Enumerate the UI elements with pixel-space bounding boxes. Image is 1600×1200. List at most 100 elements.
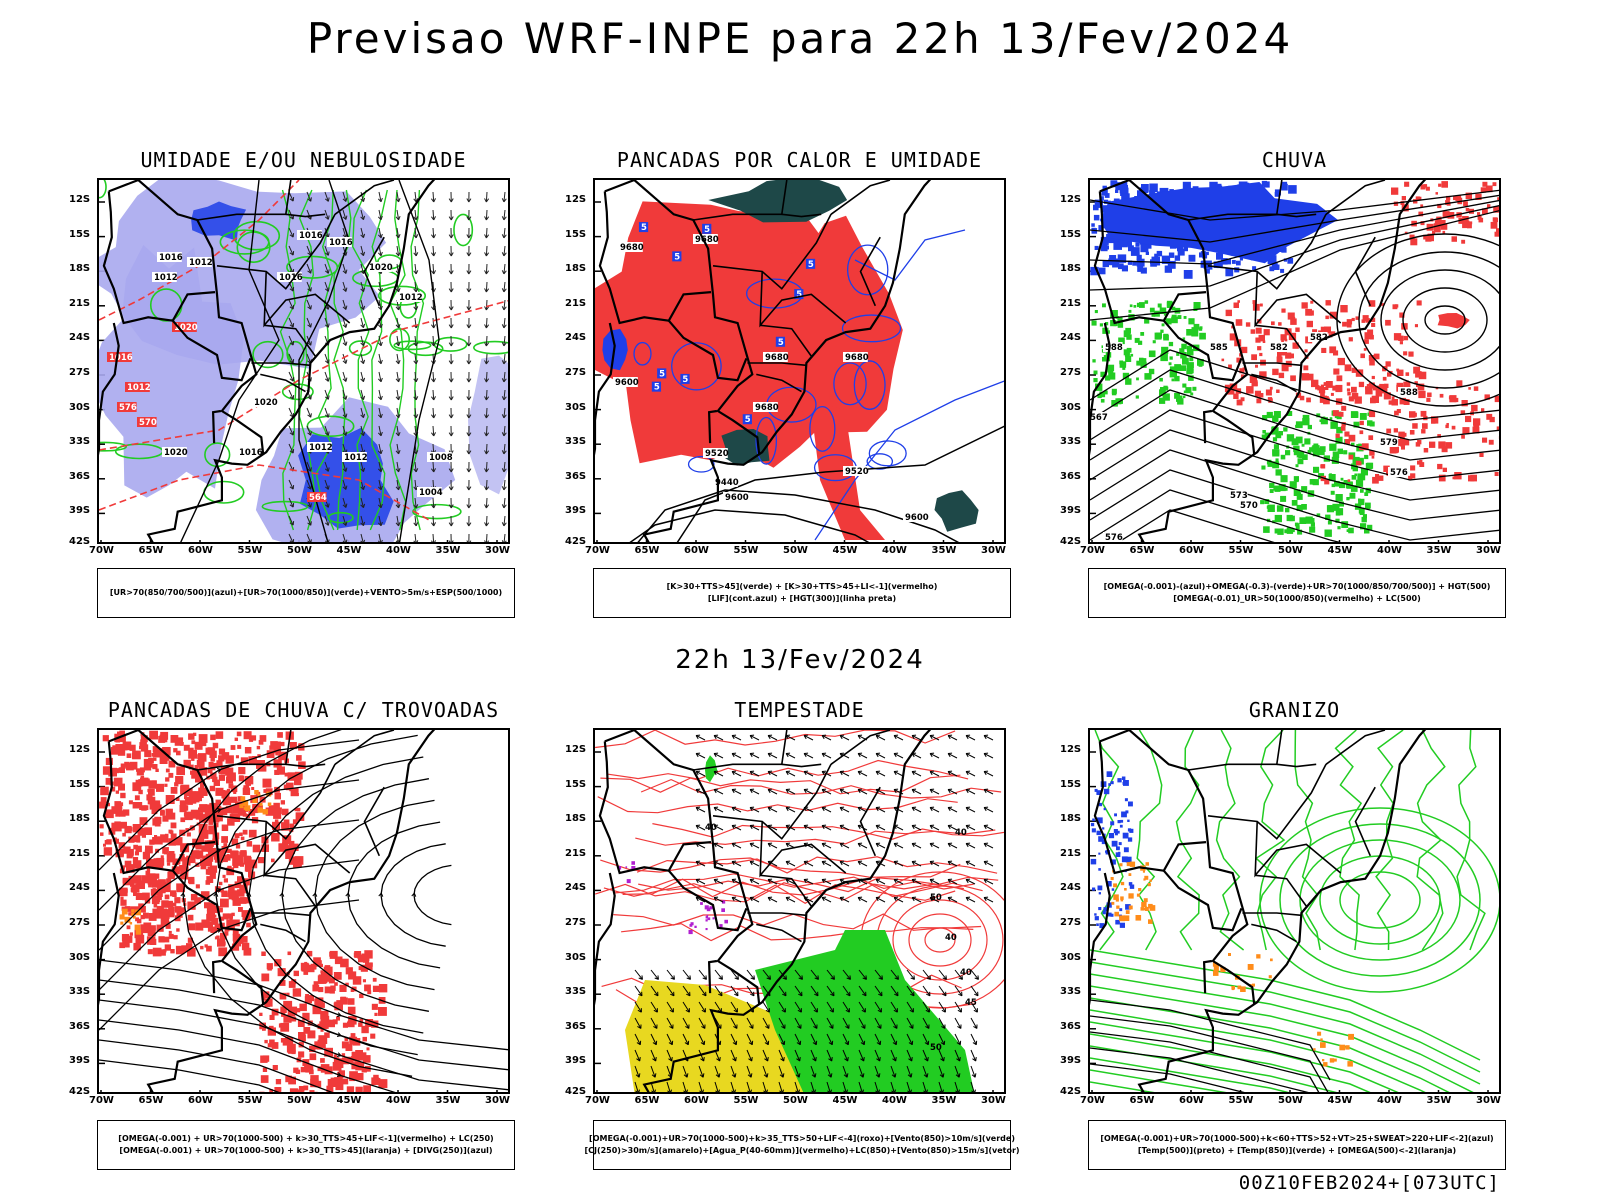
- wind-vector: [874, 1017, 882, 1029]
- wind-vector: [484, 461, 490, 473]
- wind-vector: [839, 788, 850, 795]
- wind-vector: [713, 842, 724, 849]
- panel-title-pancadas-calor: PANCADAS POR CALOR E UMIDADE: [616, 148, 983, 172]
- country-border: [598, 741, 712, 875]
- wind-vector: [858, 1081, 864, 1092]
- country-border: [1202, 959, 1213, 994]
- wind-vector: [395, 425, 401, 437]
- temp-850-contour: [1456, 730, 1486, 951]
- lat-tick-label: 42S: [1060, 536, 1082, 547]
- wind-vector: [826, 1033, 834, 1046]
- lon-tick-label: 45W: [336, 545, 362, 556]
- wind-vector: [826, 1049, 833, 1062]
- wind-vector: [911, 788, 922, 795]
- wind-vector: [395, 479, 401, 491]
- lat-tick-label: 12S: [565, 744, 587, 755]
- state-border: [216, 763, 336, 840]
- lon-tick-label: 70W: [585, 545, 610, 556]
- country-border: [102, 741, 216, 875]
- state-border: [263, 271, 351, 328]
- wind-vector: [360, 407, 366, 419]
- country-border: [1093, 741, 1207, 875]
- state-border: [1188, 180, 1283, 221]
- country-border: [1099, 180, 1256, 455]
- isobar-label-bg: [327, 237, 352, 247]
- wind-vector: [448, 389, 454, 401]
- lon-tick-label: 50W: [1278, 1095, 1303, 1106]
- legend-line: [K>30+TTS>45](verde) + [K>30+TTS>45+LI<-…: [666, 582, 938, 591]
- lif-label: 5: [778, 338, 784, 348]
- wind-vector: [893, 770, 904, 777]
- wind-vector: [695, 752, 706, 759]
- lif-label: 5: [659, 369, 665, 379]
- wind-vector: [501, 353, 507, 365]
- lon-tick-label: 30W: [485, 545, 510, 556]
- state-border: [264, 874, 316, 907]
- lat-tick-label: 39S: [69, 1055, 91, 1067]
- map-canvas-granizo: [1090, 730, 1499, 1092]
- wind-vector: [842, 1065, 849, 1078]
- wind-vector: [413, 461, 419, 473]
- wind-vector: [484, 209, 490, 221]
- legend-pancadas-calor: [K>30+TTS>45](verde) + [K>30+TTS>45+LI<-…: [593, 568, 1011, 618]
- streamline-arrow: [216, 808, 222, 813]
- humidity-red-area: [1437, 313, 1470, 329]
- wind-vector: [794, 1065, 801, 1078]
- streamline-arrow: [336, 1032, 342, 1038]
- wind-vector: [785, 860, 796, 867]
- height-label: 579: [1380, 438, 1398, 448]
- temp-850-contour: [1319, 855, 1441, 945]
- wind-vector: [839, 860, 850, 867]
- isobar-label: 1016: [299, 231, 323, 241]
- lon-tick-label: 30W: [981, 1095, 1006, 1106]
- wind-vector: [821, 842, 832, 849]
- lat-tick-label: 33S: [69, 986, 91, 998]
- isobar-label: 1004: [419, 488, 443, 498]
- lat-tick-label: 33S: [1060, 986, 1082, 998]
- wind-vector: [875, 734, 886, 741]
- lon-tick-label: 55W: [237, 1095, 263, 1106]
- thickness-label: 1016: [109, 353, 133, 363]
- wind-vector: [842, 969, 851, 980]
- wind-vector: [954, 1017, 962, 1029]
- wind-vector: [431, 497, 436, 509]
- wind-vector: [395, 461, 401, 473]
- temp-850-contour: [1090, 997, 1450, 1092]
- precipitable-water-contour: [908, 913, 972, 967]
- wind-vector: [501, 461, 507, 473]
- lat-tick-label: 15S: [69, 228, 91, 240]
- lif-label-bg: [657, 368, 667, 379]
- wind-vector: [484, 533, 490, 542]
- streamline-arrow: [312, 892, 318, 897]
- wind-vector: [778, 1017, 786, 1029]
- wind-vector: [288, 389, 295, 400]
- wind-vector: [842, 1001, 850, 1013]
- wind-vector: [682, 969, 691, 980]
- lat-tick-label: 33S: [565, 986, 587, 998]
- lat-tick-label: 33S: [1060, 436, 1082, 448]
- wind-vector: [377, 515, 383, 527]
- height-label-bg: [1228, 490, 1248, 500]
- wind-vector: [466, 245, 472, 257]
- height-label-bg: [903, 512, 928, 522]
- wind-vector: [842, 985, 851, 997]
- height-300-contour: [629, 509, 870, 542]
- wind-vector: [762, 1001, 770, 1013]
- wind-vector: [466, 515, 472, 527]
- wind-vector: [826, 1017, 834, 1029]
- state-border: [747, 912, 807, 917]
- wind-vector: [746, 1017, 754, 1029]
- state-border: [747, 362, 807, 367]
- contour-label: 40: [945, 933, 957, 943]
- wind-vector: [484, 407, 490, 419]
- humidity-low-levels-contour: [389, 189, 407, 531]
- lif-contour: [814, 380, 1004, 541]
- lat-tick-label: 39S: [1060, 505, 1082, 517]
- instability-area-green: [934, 490, 979, 532]
- wind-vector: [906, 1081, 912, 1092]
- lif-label-bg: [742, 414, 752, 425]
- wind-vector: [288, 407, 295, 418]
- footer-timestamp: 00Z10FEB2024+[073UTC]: [1238, 1172, 1500, 1194]
- wind-vector: [746, 985, 755, 997]
- height-label: 9440: [715, 478, 739, 488]
